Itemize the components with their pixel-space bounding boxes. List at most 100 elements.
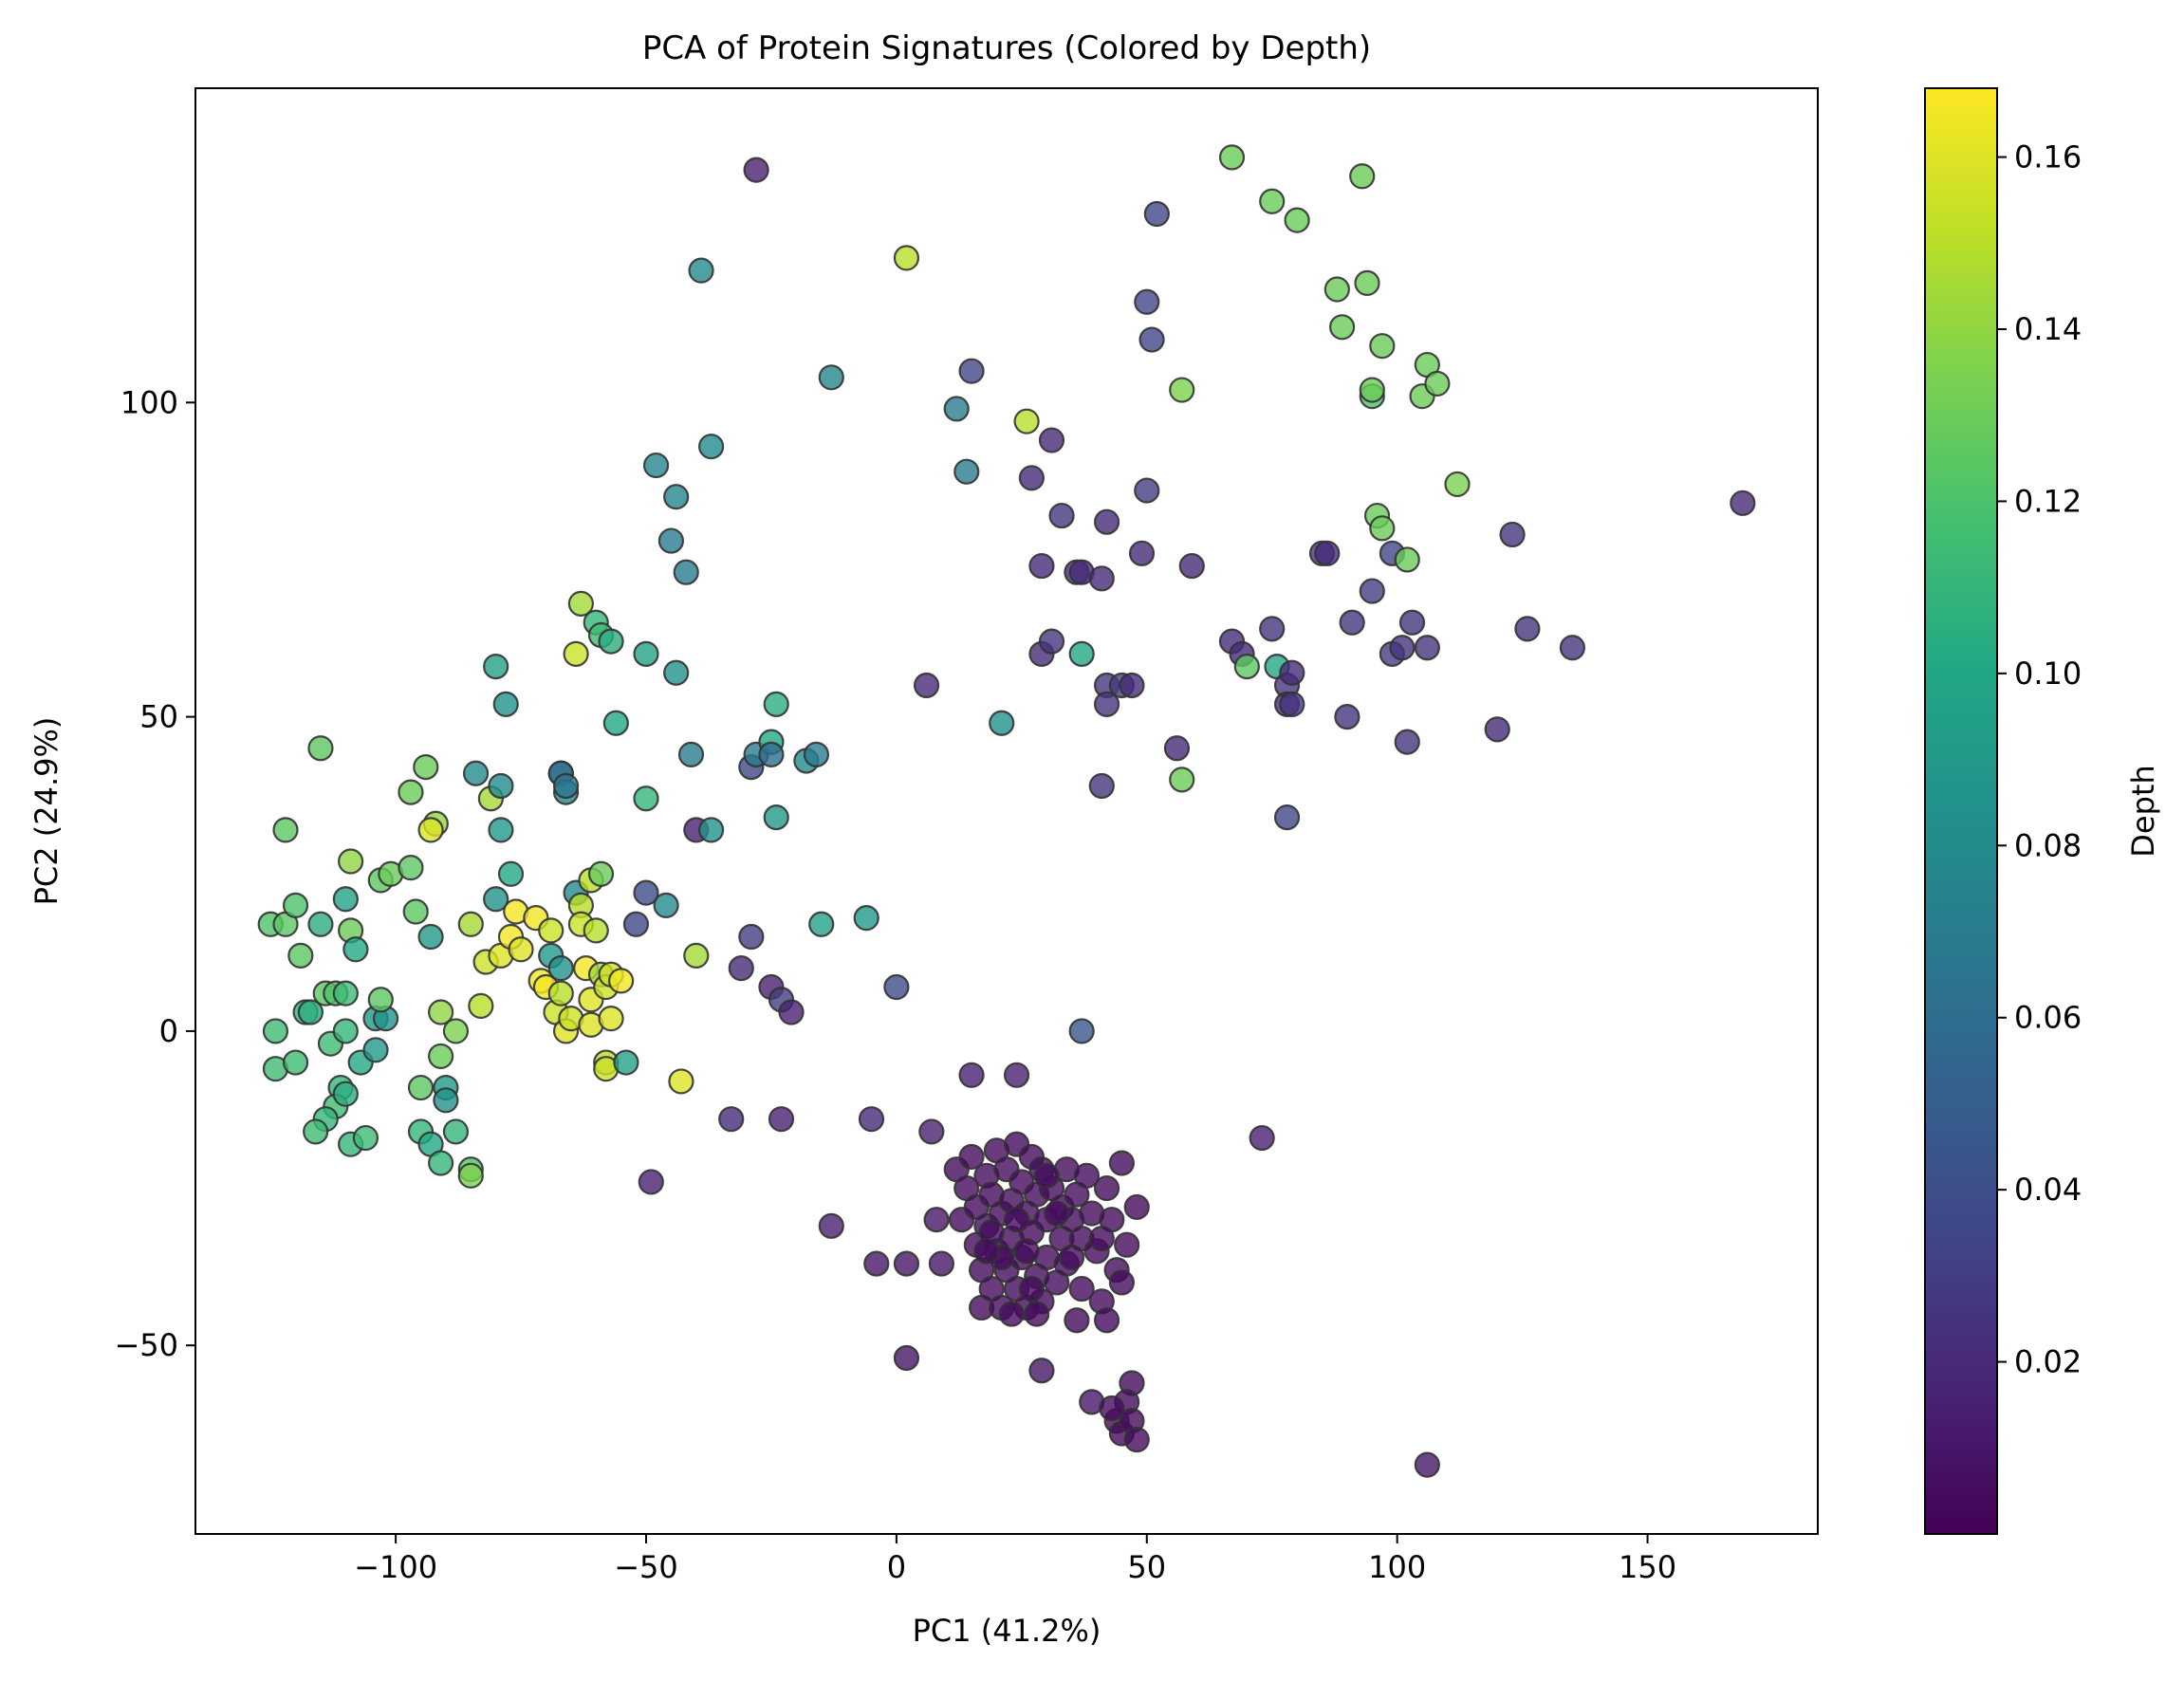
data-point [1279, 691, 1305, 717]
data-point [1369, 333, 1396, 360]
data-point [483, 653, 509, 680]
y-tick-label: 50 [139, 699, 178, 735]
data-point [1123, 1427, 1150, 1453]
y-axis-ticks: −50 0 50 100 [114, 384, 195, 1363]
data-point [598, 1006, 624, 1032]
data-point [1123, 1193, 1150, 1221]
data-point [1559, 635, 1585, 661]
data-point [563, 640, 589, 667]
data-point [598, 628, 624, 655]
data-point [1068, 1275, 1095, 1302]
y-tick-label: −50 [114, 1327, 178, 1363]
colorbar-tick-label: 0.06 [2014, 1000, 2082, 1036]
data-point [763, 804, 789, 831]
data-point [287, 942, 314, 970]
data-point [1028, 552, 1055, 580]
data-point [1093, 1307, 1120, 1334]
data-point [953, 458, 980, 485]
data-point [1018, 465, 1045, 491]
data-point [282, 892, 309, 918]
data-point [1108, 1269, 1135, 1296]
x-tick-label: 100 [1368, 1549, 1426, 1585]
data-point [1369, 515, 1396, 542]
data-point [1163, 735, 1191, 762]
data-point [893, 1344, 920, 1372]
data-point [613, 1049, 639, 1076]
data-point [567, 590, 594, 617]
data-point [683, 942, 710, 970]
data-point [428, 1043, 454, 1070]
data-point [1354, 269, 1380, 297]
data-point [1059, 1244, 1085, 1271]
data-point [913, 672, 940, 699]
data-point [332, 1081, 359, 1107]
data-point [778, 999, 805, 1025]
data-point [642, 452, 670, 479]
data-point [1038, 628, 1065, 655]
data-point [272, 817, 299, 843]
data-point [488, 772, 514, 800]
data-point [547, 980, 574, 1007]
data-point [1048, 502, 1075, 529]
data-point [958, 1062, 985, 1088]
data-point [1389, 635, 1416, 661]
data-point [602, 710, 629, 736]
colorbar-tick-label: 0.16 [2014, 139, 2082, 175]
data-point [1093, 691, 1120, 717]
data-point [1329, 314, 1356, 341]
data-point [958, 1143, 985, 1171]
colorbar-tick-label: 0.14 [2014, 311, 2082, 347]
data-point [803, 741, 830, 767]
data-point [818, 1212, 844, 1239]
data-point [462, 760, 490, 786]
data-point [1028, 1358, 1055, 1384]
data-point [332, 980, 359, 1007]
data-point [468, 992, 494, 1020]
data-point [668, 1068, 694, 1095]
data-point [1114, 1231, 1140, 1258]
data-point [858, 1106, 885, 1133]
y-tick-label: 0 [159, 1013, 178, 1049]
data-point [943, 396, 970, 422]
chart-title: PCA of Protein Signatures (Colored by De… [642, 29, 1371, 67]
data-point [728, 955, 754, 982]
data-point [583, 917, 609, 944]
data-point [1128, 540, 1156, 566]
x-tick-label: 50 [1127, 1549, 1166, 1585]
data-point [1259, 616, 1286, 642]
data-point [398, 779, 424, 805]
colorbar-ticks: 0.02 0.04 0.06 0.08 0.10 0.12 0.14 0.16 [1997, 139, 2082, 1380]
data-point [1218, 144, 1246, 171]
data-point [1013, 1238, 1040, 1265]
data-point [653, 892, 679, 918]
data-point [1169, 767, 1195, 793]
data-point [303, 1118, 329, 1145]
data-point [497, 860, 525, 887]
data-point [433, 1087, 459, 1114]
data-point [1073, 1162, 1101, 1189]
data-point [428, 999, 454, 1025]
data-point [1068, 1018, 1095, 1044]
data-point [698, 817, 725, 843]
points-layer [257, 144, 1756, 1478]
data-point [338, 848, 364, 875]
data-point [442, 1118, 470, 1145]
data-point [1279, 659, 1305, 686]
data-point [989, 710, 1015, 736]
data-point [1003, 1062, 1030, 1088]
data-point [1359, 578, 1385, 604]
data-point [633, 785, 659, 812]
data-point [863, 1250, 890, 1277]
data-point [1108, 1150, 1135, 1176]
data-point [883, 973, 910, 1001]
data-point [622, 911, 650, 937]
data-point [928, 1250, 954, 1277]
data-point [1169, 377, 1195, 403]
data-point [663, 659, 690, 686]
data-point [633, 879, 659, 906]
data-point [457, 911, 484, 937]
data-point [1099, 1395, 1125, 1422]
data-point [352, 1124, 379, 1152]
